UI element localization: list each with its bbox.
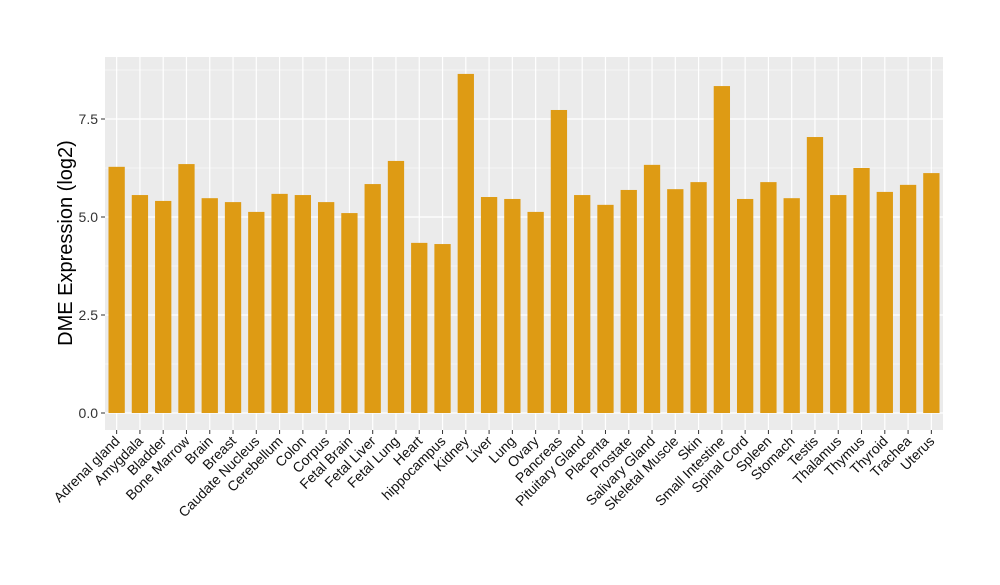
bar (783, 198, 800, 413)
bar (178, 164, 195, 413)
bar (899, 184, 917, 413)
bar (155, 200, 172, 413)
bar (387, 160, 405, 413)
bar (574, 195, 591, 413)
bar (480, 197, 498, 413)
bar (527, 211, 544, 413)
bar (224, 202, 242, 413)
y-tick-label: 7.5 (79, 111, 99, 127)
bar (457, 73, 474, 414)
bar (364, 184, 381, 413)
bar (643, 164, 661, 413)
bar (667, 189, 684, 413)
bar (411, 242, 428, 413)
bar (760, 182, 777, 413)
y-tick-label: 2.5 (79, 307, 99, 323)
bar (131, 195, 149, 413)
bar (597, 204, 614, 413)
bars (108, 73, 940, 414)
bar (317, 202, 335, 413)
y-tick-label: 5.0 (79, 209, 99, 225)
bar (830, 195, 847, 413)
bar (271, 193, 288, 413)
bar (620, 189, 637, 413)
bar (550, 109, 568, 413)
bar (690, 182, 707, 413)
bar (504, 198, 521, 413)
bar (434, 244, 451, 413)
bar (341, 213, 358, 413)
bar (201, 198, 218, 413)
y-axis-label: DME Expression (log2) (55, 140, 77, 346)
bar (248, 211, 265, 413)
y-axis: 0.0 2.5 5.0 7.5 (79, 111, 105, 421)
bar (736, 198, 754, 413)
bar (923, 173, 940, 413)
bar (294, 195, 312, 413)
bar (853, 168, 870, 413)
bar (713, 86, 731, 414)
y-tick-label: 0.0 (79, 405, 99, 421)
bar (876, 191, 893, 413)
bar (108, 166, 125, 413)
bar (806, 137, 824, 414)
